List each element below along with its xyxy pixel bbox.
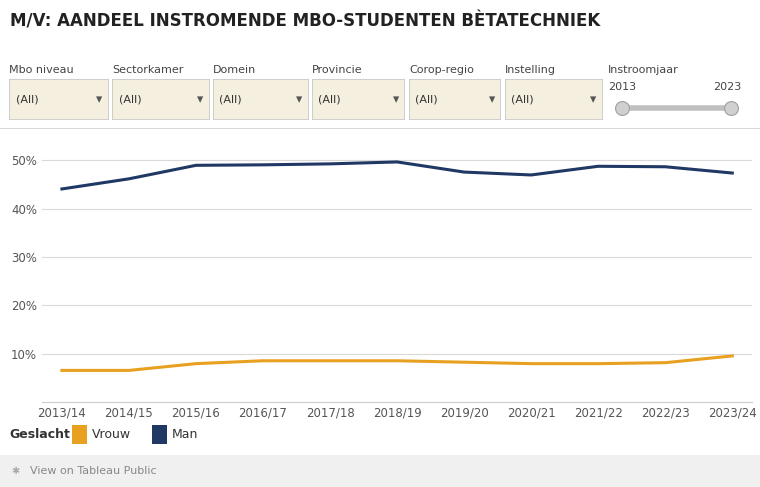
Text: Provincie: Provincie: [312, 65, 363, 75]
Text: 2013: 2013: [608, 82, 636, 92]
Text: 2023: 2023: [713, 82, 741, 92]
Text: ▾: ▾: [197, 93, 204, 106]
Text: Instelling: Instelling: [505, 65, 556, 75]
Text: Instroomjaar: Instroomjaar: [608, 65, 679, 75]
Text: Corop-regio: Corop-regio: [409, 65, 473, 75]
Text: (All): (All): [415, 94, 438, 104]
Text: View on Tableau Public: View on Tableau Public: [30, 466, 157, 476]
Text: ▾: ▾: [393, 93, 399, 106]
Text: ▾: ▾: [489, 93, 495, 106]
Text: (All): (All): [511, 94, 534, 104]
Text: (All): (All): [119, 94, 142, 104]
Text: (All): (All): [318, 94, 340, 104]
Text: (All): (All): [220, 94, 242, 104]
Text: Vrouw: Vrouw: [92, 428, 131, 441]
Text: ▾: ▾: [590, 93, 597, 106]
Text: Geslacht: Geslacht: [9, 428, 70, 441]
Text: ✱: ✱: [11, 466, 20, 476]
Text: Mbo niveau: Mbo niveau: [9, 65, 74, 75]
Text: ▾: ▾: [96, 93, 102, 106]
Text: Man: Man: [172, 428, 198, 441]
Text: ▾: ▾: [296, 93, 302, 106]
Text: Sectorkamer: Sectorkamer: [112, 65, 184, 75]
Text: M/V: AANDEEL INSTROMENDE MBO-STUDENTEN BÈTATECHNIEK: M/V: AANDEEL INSTROMENDE MBO-STUDENTEN B…: [10, 12, 600, 30]
Text: Domein: Domein: [213, 65, 256, 75]
Text: (All): (All): [16, 94, 39, 104]
